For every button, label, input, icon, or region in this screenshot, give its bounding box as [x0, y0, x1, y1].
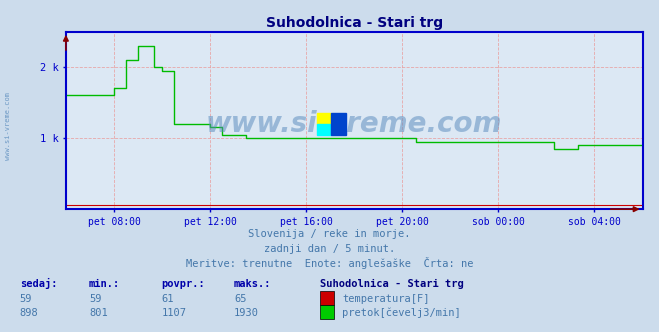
Text: 59: 59 [20, 294, 32, 304]
Title: Suhodolnica - Stari trg: Suhodolnica - Stari trg [266, 16, 443, 30]
Text: povpr.:: povpr.: [161, 279, 205, 289]
Bar [317, 124, 331, 134]
Text: Suhodolnica - Stari trg: Suhodolnica - Stari trg [320, 279, 463, 289]
Text: 65: 65 [234, 294, 246, 304]
Text: zadnji dan / 5 minut.: zadnji dan / 5 minut. [264, 244, 395, 254]
Text: sedaj:: sedaj: [20, 278, 57, 289]
Text: www.si-vreme.com: www.si-vreme.com [5, 92, 11, 160]
Text: pretok[čevelj3/min]: pretok[čevelj3/min] [342, 307, 461, 318]
Text: Slovenija / reke in morje.: Slovenija / reke in morje. [248, 229, 411, 239]
Text: maks.:: maks.: [234, 279, 272, 289]
Text: Meritve: trenutne  Enote: anglešaške  Črta: ne: Meritve: trenutne Enote: anglešaške Črta… [186, 257, 473, 269]
Text: 1107: 1107 [161, 308, 186, 318]
Bar [317, 113, 331, 124]
Text: 61: 61 [161, 294, 174, 304]
Text: www.si-vreme.com: www.si-vreme.com [206, 110, 502, 138]
Text: temperatura[F]: temperatura[F] [342, 294, 430, 304]
Text: 59: 59 [89, 294, 101, 304]
Bar [331, 113, 345, 134]
Text: min.:: min.: [89, 279, 120, 289]
Text: 801: 801 [89, 308, 107, 318]
Text: 898: 898 [20, 308, 38, 318]
Text: 1930: 1930 [234, 308, 259, 318]
